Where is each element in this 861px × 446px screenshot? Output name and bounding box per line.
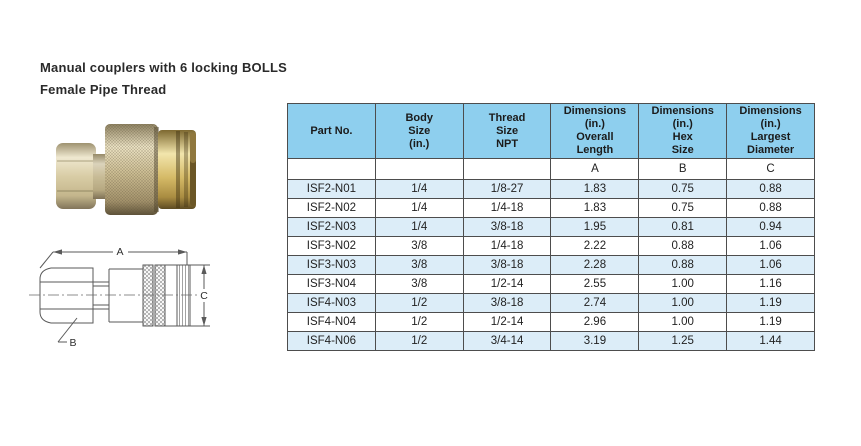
part-no-cell: ISF2-N03	[287, 217, 376, 237]
technical-drawing: A B C	[25, 242, 243, 366]
page-title: Manual couplers with 6 locking BOLLS Fem…	[40, 57, 287, 101]
table-row: ISF3-N04 3/8 1/2-14 2.55 1.00 1.16	[287, 274, 815, 294]
title-line-2: Female Pipe Thread	[40, 82, 167, 97]
column-header: Part No.	[287, 103, 376, 159]
spec-cell: 1.19	[726, 312, 815, 332]
dim-letter-cell	[287, 158, 376, 180]
table-row: ISF4-N06 1/2 3/4-14 3.19 1.25 1.44	[287, 331, 815, 351]
spec-cell: 2.55	[550, 274, 640, 294]
spec-cell: 1.00	[638, 274, 728, 294]
spec-table-body: Part No. Body Size (in.) Thread Size NPT Di…	[287, 103, 815, 351]
spec-cell: 1.25	[638, 331, 728, 351]
spec-cell: 1.00	[638, 312, 728, 332]
spec-cell: 0.94	[726, 217, 815, 237]
product-photo	[55, 121, 207, 218]
part-no-cell: ISF4-N04	[287, 312, 376, 332]
part-no-cell: ISF4-N03	[287, 293, 376, 313]
spec-cell: 3/8	[374, 236, 464, 256]
spec-cell: 1.06	[726, 236, 815, 256]
spec-cell: 1/4	[374, 198, 464, 218]
table-row: ISF2-N03 1/4 3/8-18 1.95 0.81 0.94	[287, 217, 815, 237]
spec-cell: 3/8-18	[462, 217, 552, 237]
part-no-cell: ISF3-N04	[287, 274, 376, 294]
spec-cell: 3/8-18	[462, 293, 552, 313]
part-no-cell: ISF3-N03	[287, 255, 376, 275]
spec-cell: 1/4	[374, 179, 464, 199]
dim-letter-cell	[374, 158, 464, 180]
part-no-cell: ISF2-N01	[287, 179, 376, 199]
spec-cell: 1/4-18	[462, 198, 552, 218]
spec-cell: 2.22	[550, 236, 640, 256]
coupler-drawing-graphic: A B C	[29, 245, 211, 349]
spec-cell: 2.74	[550, 293, 640, 313]
column-header: Dimensions (in.) Overall Length	[550, 103, 640, 159]
spec-cell: 2.28	[550, 255, 640, 275]
spec-table-container: Part No. Body Size (in.) Thread Size NPT Di…	[287, 103, 815, 351]
table-row: ISF2-N02 1/4 1/4-18 1.83 0.75 0.88	[287, 198, 815, 218]
table-row: ISF4-N03 1/2 3/8-18 2.74 1.00 1.19	[287, 293, 815, 313]
spec-cell: 3/4-14	[462, 331, 552, 351]
drawing-label-c: C	[200, 290, 208, 302]
drawing-label-b: B	[69, 337, 76, 349]
spec-cell: 1/4	[374, 217, 464, 237]
part-no-cell: ISF2-N02	[287, 198, 376, 218]
part-no-cell: ISF4-N06	[287, 331, 376, 351]
spec-cell: 3.19	[550, 331, 640, 351]
spec-cell: 0.81	[638, 217, 728, 237]
column-header: Dimensions (in.) Hex Size	[638, 103, 728, 159]
spec-cell: 1/4-18	[462, 236, 552, 256]
spec-cell: 3/8-18	[462, 255, 552, 275]
dim-letter-cell: C	[726, 158, 815, 180]
header-row: Part No. Body Size (in.) Thread Size NPT Di…	[287, 103, 815, 159]
spec-cell: 1.83	[550, 198, 640, 218]
spec-cell: 0.75	[638, 179, 728, 199]
column-header: Thread Size NPT	[462, 103, 552, 159]
dim-letter-cell: A	[550, 158, 640, 180]
dim-letter-cell: B	[638, 158, 728, 180]
coupler-photo-graphic	[56, 124, 196, 215]
spec-cell: 1.19	[726, 293, 815, 313]
spec-cell: 0.88	[726, 179, 815, 199]
spec-cell: 1.83	[550, 179, 640, 199]
spec-cell: 1/2-14	[462, 312, 552, 332]
table-row: ISF4-N04 1/2 1/2-14 2.96 1.00 1.19	[287, 312, 815, 332]
spec-cell: 3/8	[374, 274, 464, 294]
column-header: Body Size (in.)	[374, 103, 464, 159]
spec-cell: 1.95	[550, 217, 640, 237]
spec-cell: 1.06	[726, 255, 815, 275]
table-row: ISF2-N01 1/4 1/8-27 1.83 0.75 0.88	[287, 179, 815, 199]
spec-cell: 1.00	[638, 293, 728, 313]
spec-cell: 0.88	[726, 198, 815, 218]
spec-cell: 0.88	[638, 236, 728, 256]
part-no-cell: ISF3-N02	[287, 236, 376, 256]
spec-cell: 0.88	[638, 255, 728, 275]
spec-cell: 1/2-14	[462, 274, 552, 294]
spec-cell: 1.44	[726, 331, 815, 351]
spec-cell: 1/2	[374, 312, 464, 332]
spec-cell: 1/2	[374, 293, 464, 313]
spec-cell: 1.16	[726, 274, 815, 294]
title-line-1: Manual couplers with 6 locking BOLLS	[40, 60, 288, 75]
table-row: ISF3-N02 3/8 1/4-18 2.22 0.88 1.06	[287, 236, 815, 256]
spec-cell: 1/2	[374, 331, 464, 351]
spec-cell: 1/8-27	[462, 179, 552, 199]
drawing-label-a: A	[116, 246, 123, 258]
spec-cell: 3/8	[374, 255, 464, 275]
spec-cell: 2.96	[550, 312, 640, 332]
dim-letter-cell	[462, 158, 552, 180]
spec-cell: 0.75	[638, 198, 728, 218]
table-row: ISF3-N03 3/8 3/8-18 2.28 0.88 1.06	[287, 255, 815, 275]
column-header: Dimensions (in.) Largest Diameter	[726, 103, 815, 159]
spec-table: Part No. Body Size (in.) Thread Size NPT Di…	[287, 103, 815, 351]
